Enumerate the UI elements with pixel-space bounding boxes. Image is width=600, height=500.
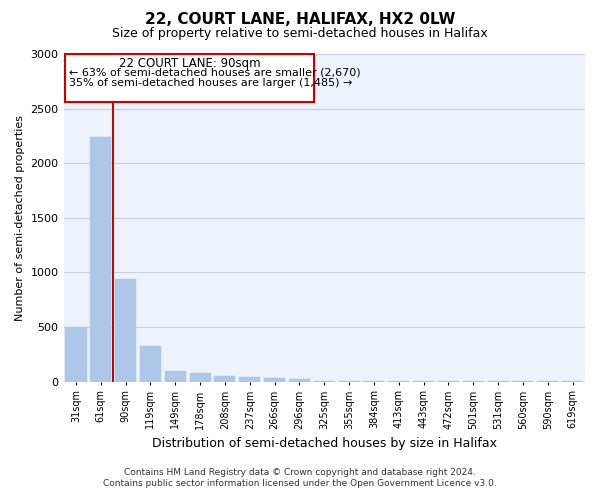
Bar [463,381,484,382]
FancyBboxPatch shape [65,54,314,102]
Text: 35% of semi-detached houses are larger (1,485) →: 35% of semi-detached houses are larger (… [68,78,352,88]
Text: 22, COURT LANE, HALIFAX, HX2 0LW: 22, COURT LANE, HALIFAX, HX2 0LW [145,12,455,28]
Bar [239,378,260,382]
Bar [140,346,161,382]
Bar [115,279,136,382]
Bar [165,370,186,382]
Bar [90,137,112,382]
Bar [438,381,459,382]
Bar [512,381,533,382]
Bar [264,378,285,382]
Text: Contains HM Land Registry data © Crown copyright and database right 2024.
Contai: Contains HM Land Registry data © Crown c… [103,468,497,487]
Bar [388,381,409,382]
Y-axis label: Number of semi-detached properties: Number of semi-detached properties [15,115,25,321]
Bar [562,381,583,382]
Bar [413,381,434,382]
Bar [364,381,385,382]
Bar [65,327,86,382]
Bar [289,379,310,382]
Text: 22 COURT LANE: 90sqm: 22 COURT LANE: 90sqm [119,58,260,70]
Bar [314,381,335,382]
Bar [214,376,235,382]
Text: Size of property relative to semi-detached houses in Halifax: Size of property relative to semi-detach… [112,28,488,40]
X-axis label: Distribution of semi-detached houses by size in Halifax: Distribution of semi-detached houses by … [152,437,497,450]
Bar [488,381,509,382]
Bar [338,381,359,382]
Text: ← 63% of semi-detached houses are smaller (2,670): ← 63% of semi-detached houses are smalle… [68,67,360,77]
Bar [190,373,211,382]
Bar [537,381,559,382]
